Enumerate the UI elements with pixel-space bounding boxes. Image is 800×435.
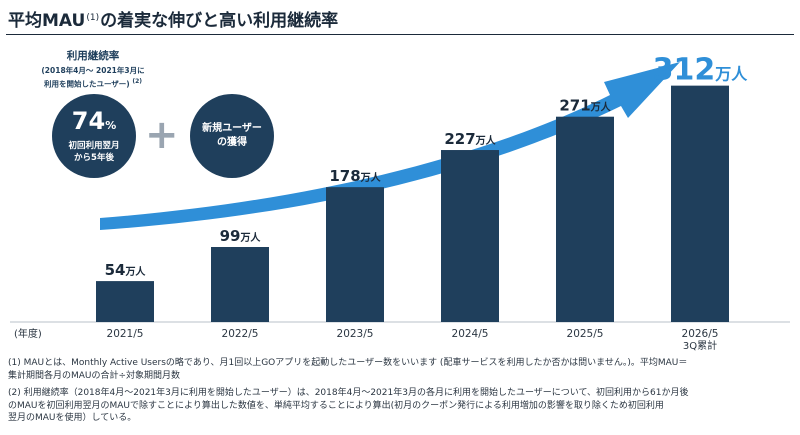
- new-users-circle: 新規ユーザー の獲得: [190, 94, 274, 178]
- growth-arrow: [100, 62, 680, 230]
- footnote-2: (2) 利用継続率（2018年4月～2021年3月に利用を開始したユーザー）は、…: [8, 388, 689, 423]
- retention-rate-value: 74%: [71, 106, 117, 135]
- x-tick-2025/5: 2025/5: [567, 328, 604, 340]
- retention-heading: 利用継続率 (2018年4月～ 2021年3月に 利用を開始したユーザー) (2…: [28, 48, 158, 90]
- title-divider: [6, 34, 794, 35]
- bar-2021/5: [96, 281, 154, 322]
- x-tick-2026/5: 2026/5: [682, 328, 719, 340]
- x-tick-2024/5: 2024/5: [452, 328, 489, 340]
- data-label-2024/5: 227万人: [444, 130, 496, 148]
- x-tick-2023/5: 2023/5: [337, 328, 374, 340]
- bar-2024/5: [441, 150, 499, 322]
- retention-title: 利用継続率: [66, 50, 120, 62]
- bar-2023/5: [326, 187, 384, 322]
- bar-2025/5: [556, 116, 614, 323]
- new-users-label: 新規ユーザー の獲得: [202, 123, 262, 148]
- retention-rate-desc: 初回利用翌月 から5年後: [68, 140, 120, 163]
- data-label-2022/5: 99万人: [220, 227, 262, 245]
- x-tick-2021/5: 2021/5: [107, 328, 144, 340]
- plus-icon: +: [145, 112, 179, 158]
- retention-period: (2018年4月～ 2021年3月に 利用を開始したユーザー) (2): [41, 66, 145, 89]
- page-title: 平均MAU(1)の着実な伸びと高い利用継続率: [8, 11, 339, 31]
- title-footnote-mark: (1): [86, 13, 100, 23]
- data-label-2021/5: 54万人: [105, 261, 147, 279]
- x-tick-sub-2026/5: 3Q累計: [683, 339, 717, 352]
- footnote-1: (1) MAUとは、Monthly Active Usersの略であり、月1回以…: [8, 358, 688, 381]
- retention-rate-circle: 74% 初回利用翌月 から5年後: [52, 94, 136, 178]
- bar-2022/5: [211, 247, 269, 322]
- x-axis-prefix: (年度): [14, 327, 42, 340]
- data-label-2023/5: 178万人: [329, 167, 381, 185]
- bar-2026/5: [671, 85, 729, 323]
- x-tick-2022/5: 2022/5: [222, 328, 259, 340]
- data-label-2025/5: 271万人: [559, 97, 611, 115]
- data-label-2026/5: 312万人: [653, 53, 749, 88]
